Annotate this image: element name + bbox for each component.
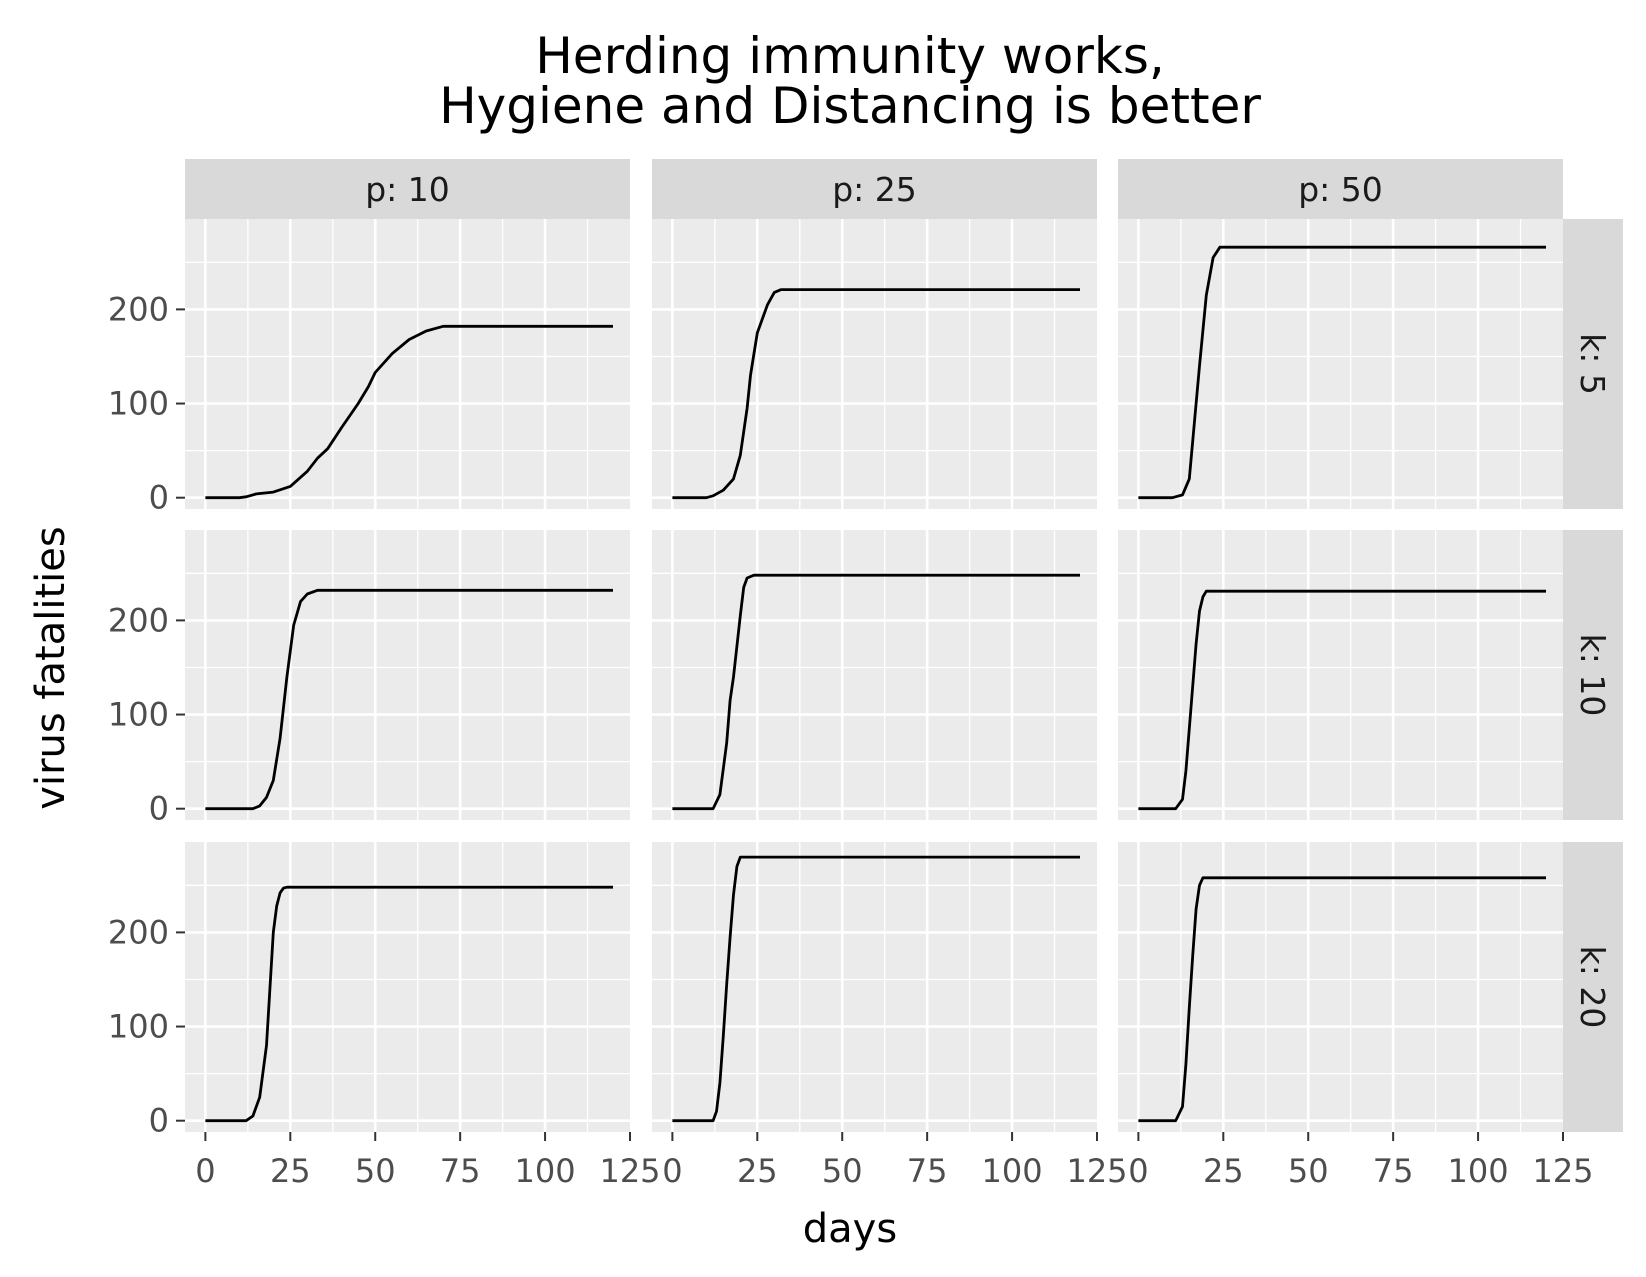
y-tick-label: 100 <box>108 1008 169 1046</box>
series-line <box>205 885 613 1123</box>
x-tick-label: 50 <box>355 1152 396 1190</box>
y-tick-label: 0 <box>149 790 169 828</box>
x-axis-title: days <box>803 1206 897 1252</box>
series-line <box>672 573 1080 811</box>
y-tick-label: 100 <box>108 385 169 423</box>
y-tick-label: 200 <box>108 913 169 951</box>
series-line <box>1138 245 1546 500</box>
facet-panel: 0 25 50 75 100 125 <box>652 842 1128 1190</box>
series-line <box>205 588 613 811</box>
y-tick-label: 0 <box>149 479 169 517</box>
column-strip-label: p: 25 <box>832 170 917 209</box>
panel-background <box>185 530 630 820</box>
column-strip <box>185 159 630 219</box>
x-tick-label: 0 <box>195 1152 215 1190</box>
y-axis-title: virus fatalities <box>28 526 74 809</box>
y-tick-label: 200 <box>108 601 169 639</box>
y-tick-label: 200 <box>108 290 169 328</box>
panel-background <box>185 842 630 1132</box>
row-strip-label: k: 10 <box>1573 634 1612 717</box>
x-tick-label: 125 <box>1532 1152 1593 1190</box>
x-tick-label: 0 <box>1128 1152 1148 1190</box>
row-strip <box>1563 842 1623 1132</box>
facet-panel <box>1118 530 1563 820</box>
facet-panel <box>652 219 1097 509</box>
panel-background <box>1118 842 1563 1132</box>
row-strip-label: k: 5 <box>1573 333 1612 395</box>
facet-panel: 0 100 200 0 25 50 75 100 125 <box>108 842 661 1190</box>
x-tick-label: 25 <box>1203 1152 1244 1190</box>
series-line <box>1138 589 1546 811</box>
facet-panel: 0 100 200 <box>108 219 630 517</box>
series-line <box>205 324 613 500</box>
x-tick-label: 100 <box>982 1152 1043 1190</box>
row-strip-label: k: 20 <box>1573 946 1612 1029</box>
row-strip <box>1563 219 1623 509</box>
facet-panel: 0 100 200 <box>108 530 630 828</box>
facet-panel <box>1118 219 1563 509</box>
row-strip <box>1563 530 1623 820</box>
y-tick-label: 100 <box>108 696 169 734</box>
x-tick-label: 25 <box>270 1152 311 1190</box>
facet-panel <box>652 530 1097 820</box>
panel-background <box>652 530 1097 820</box>
x-tick-label: 75 <box>907 1152 948 1190</box>
panel-background <box>652 219 1097 509</box>
y-tick-label: 0 <box>149 1102 169 1140</box>
x-tick-label: 50 <box>822 1152 863 1190</box>
x-tick-label: 100 <box>515 1152 576 1190</box>
column-strip-label: p: 50 <box>1298 170 1383 209</box>
x-tick-label: 75 <box>440 1152 481 1190</box>
x-tick-label: 50 <box>1288 1152 1329 1190</box>
series-line <box>672 288 1080 500</box>
x-tick-label: 0 <box>662 1152 682 1190</box>
column-strip <box>652 159 1097 219</box>
x-tick-label: 125 <box>599 1152 660 1190</box>
panel-background <box>185 219 630 509</box>
chart-title-line-1: Herding immunity works, <box>535 27 1165 85</box>
series-line <box>1138 876 1546 1123</box>
x-tick-label: 125 <box>1066 1152 1127 1190</box>
column-strip-label: p: 10 <box>365 170 450 209</box>
x-tick-label: 100 <box>1448 1152 1509 1190</box>
chart-title-line-2: Hygiene and Distancing is better <box>439 77 1261 135</box>
column-strip <box>1118 159 1563 219</box>
panel-background <box>1118 530 1563 820</box>
facet-panel: 0 25 50 75 100 125 <box>1118 842 1594 1190</box>
x-tick-label: 25 <box>737 1152 778 1190</box>
x-tick-label: 75 <box>1373 1152 1414 1190</box>
series-line <box>672 855 1080 1123</box>
